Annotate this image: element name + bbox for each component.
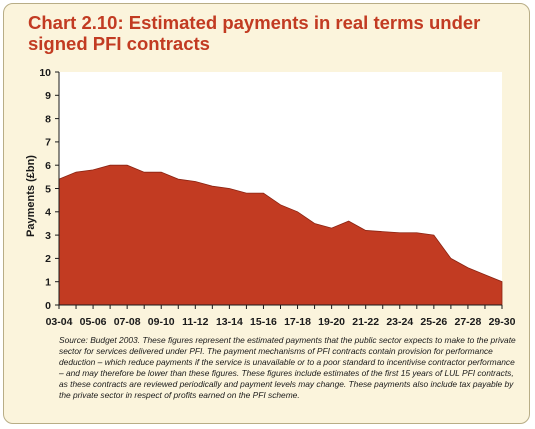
- x-tick-label: 13-14: [216, 316, 243, 328]
- y-tick-label: 0: [45, 300, 51, 312]
- y-tick-label: 5: [45, 183, 51, 195]
- source-note: Source: Budget 2003. These figures repre…: [59, 335, 516, 400]
- x-tick-label: 19-20: [318, 316, 345, 328]
- x-tick-label: 27-28: [454, 316, 481, 328]
- y-tick-label: 2: [45, 253, 51, 265]
- y-tick-label: 1: [45, 277, 51, 289]
- x-tick-label: 23-24: [386, 316, 413, 328]
- x-tick-label: 25-26: [420, 316, 447, 328]
- x-tick-label: 21-22: [352, 316, 379, 328]
- plot-area: 0 1 2 3 4 5 6 7 8 9 10 03-04 05-06 07-08 09-10 11-12 13-…: [39, 67, 515, 328]
- y-tick-label: 4: [45, 207, 51, 219]
- x-tick-label: 29-30: [489, 316, 516, 328]
- y-tick-label: 8: [45, 113, 51, 125]
- area-series: [58, 164, 503, 306]
- x-tick-label: 07-08: [114, 316, 141, 328]
- x-tick-label: 03-04: [46, 316, 73, 328]
- x-tick-label: 17-18: [284, 316, 311, 328]
- y-tick-label: 9: [45, 90, 51, 102]
- chart-title: Chart 2.10: Estimated payments in real t…: [28, 12, 481, 54]
- x-tick-label: 15-16: [250, 316, 277, 328]
- y-tick-label: 3: [45, 230, 51, 242]
- y-tick-label: 6: [45, 160, 51, 172]
- x-tick-label: 09-10: [148, 316, 175, 328]
- y-tick-label: 10: [39, 67, 51, 79]
- y-tick-label: 7: [45, 137, 51, 149]
- x-tick-label: 11-12: [182, 316, 208, 328]
- x-tick-label: 05-06: [80, 316, 107, 328]
- y-axis-title: Payments (£bn): [25, 155, 37, 237]
